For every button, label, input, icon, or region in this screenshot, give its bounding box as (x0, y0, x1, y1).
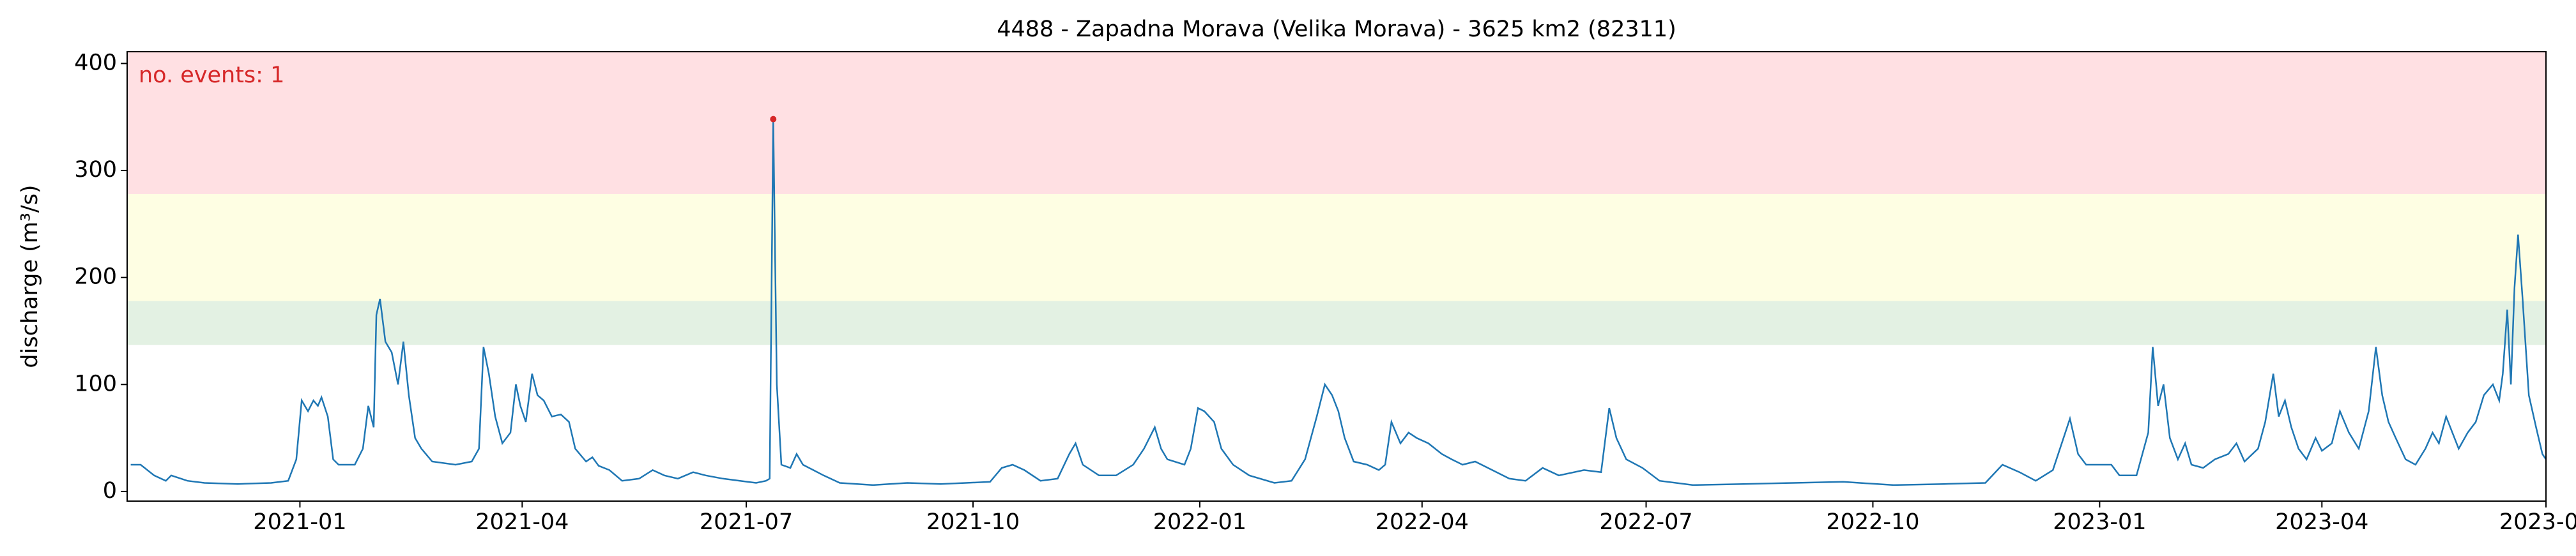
x-tick-label: 2023-04 (2275, 509, 2368, 535)
x-tick-label: 2021-10 (926, 509, 1020, 535)
y-axis-label: discharge (m³/s) (17, 184, 43, 368)
x-tick-label: 2021-04 (475, 509, 569, 535)
y-tick-label: 100 (74, 371, 117, 396)
plot-frame (126, 51, 2547, 502)
threshold-band (127, 52, 2546, 194)
y-tick-label: 400 (74, 50, 117, 75)
event-marker (770, 116, 777, 123)
discharge-line (130, 119, 2546, 486)
x-tick-label: 2021-01 (253, 509, 346, 535)
x-tick-label: 2022-01 (1153, 509, 1246, 535)
y-tick-label: 200 (74, 264, 117, 290)
x-tick-label: 2022-10 (1826, 509, 1919, 535)
x-tick-label: 2023-07 (2499, 509, 2576, 535)
annotation: no. events: 1 (139, 63, 284, 88)
y-tick-label: 0 (103, 478, 117, 504)
x-tick-label: 2021-07 (700, 509, 793, 535)
x-tick-label: 2022-04 (1376, 509, 1469, 535)
threshold-band (127, 193, 2546, 301)
x-tick-label: 2022-07 (1599, 509, 1692, 535)
y-tick-label: 300 (74, 157, 117, 183)
threshold-band (127, 301, 2546, 345)
chart-title: 4488 - Zapadna Morava (Velika Morava) - … (997, 17, 1676, 42)
x-tick-label: 2023-01 (2053, 509, 2146, 535)
